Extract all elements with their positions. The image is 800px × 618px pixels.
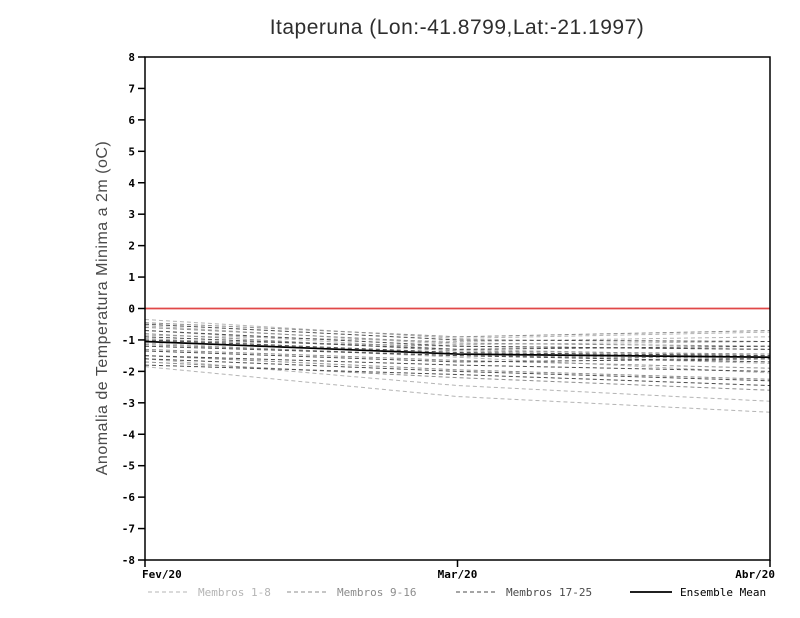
member-line <box>144 322 771 338</box>
member-line <box>144 361 771 391</box>
member-line <box>144 319 771 339</box>
y-axis-ticks: -8 -7 -6 -5 -4 -3 -2 -1 0 1 2 3 4 5 6 7 8 <box>122 51 145 567</box>
member-line <box>144 333 771 355</box>
member-line <box>144 366 771 413</box>
ensemble-member-lines <box>144 319 771 413</box>
member-line <box>144 326 771 347</box>
y-tick-label: -6 <box>122 491 136 504</box>
y-tick-label: 3 <box>128 208 135 221</box>
legend-label: Membros 1-8 <box>198 586 271 599</box>
y-tick-label: 0 <box>128 303 135 316</box>
member-line <box>144 342 771 374</box>
x-axis-ticks: Fev/20 Mar/20 Abr/20 <box>142 560 775 581</box>
mean-line <box>144 340 771 359</box>
y-tick-label: 5 <box>128 145 135 158</box>
member-line <box>144 325 771 346</box>
member-line <box>144 330 771 357</box>
y-tick-label: -2 <box>122 365 135 378</box>
y-tick-label: -5 <box>122 460 135 473</box>
member-line <box>144 344 771 360</box>
y-tick-label: -8 <box>122 554 135 567</box>
ensemble-mean-line <box>144 340 771 359</box>
y-tick-label: -1 <box>122 334 136 347</box>
member-line <box>144 323 771 343</box>
y-axis-label: Anomalia de Temperatura Minima a 2m (oC) <box>94 141 111 476</box>
y-tick-label: 2 <box>128 240 135 253</box>
x-tick-label: Abr/20 <box>735 568 775 581</box>
chart-legend: Membros 1-8 Membros 9-16 Membros 17-25 Ense… <box>148 586 766 599</box>
y-tick-label: 4 <box>128 177 135 190</box>
member-line <box>144 358 771 382</box>
member-line <box>144 355 771 372</box>
member-line <box>144 336 771 350</box>
y-tick-label: 7 <box>128 82 135 95</box>
member-line <box>144 337 771 365</box>
chart-title: Itaperuna (Lon:-41.8799,Lat:-21.1997) <box>270 16 645 39</box>
x-tick-label: Mar/20 <box>438 568 478 581</box>
y-tick-label: -7 <box>122 523 135 536</box>
y-tick-label: 6 <box>128 114 135 127</box>
y-tick-label: 1 <box>128 271 135 284</box>
y-tick-label: -4 <box>122 428 136 441</box>
member-line <box>144 364 771 387</box>
legend-label: Membros 17-25 <box>506 586 592 599</box>
member-line <box>144 334 771 343</box>
y-tick-label: 8 <box>128 51 135 64</box>
member-line <box>144 355 771 380</box>
y-tick-label: -3 <box>122 397 135 410</box>
legend-label: Membros 9-16 <box>337 586 416 599</box>
member-line <box>144 348 771 369</box>
member-line <box>144 358 771 402</box>
member-line <box>144 339 771 357</box>
member-line <box>144 350 771 363</box>
legend-label: Ensemble Mean <box>680 586 766 599</box>
x-tick-label: Fev/20 <box>142 568 182 581</box>
member-line <box>144 330 771 350</box>
